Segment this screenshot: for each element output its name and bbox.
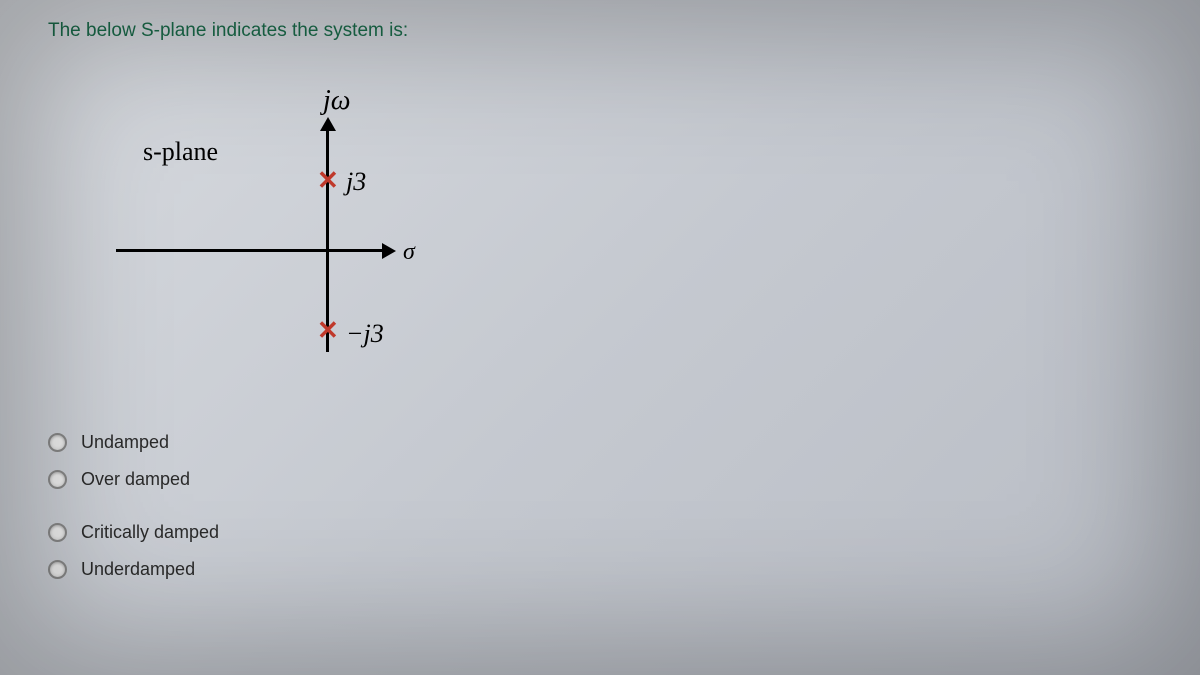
- question-text: The below S-plane indicates the system i…: [48, 20, 648, 42]
- horizontal-axis: [116, 249, 388, 252]
- options-list: Undamped Over damped Critically damped U…: [48, 432, 648, 580]
- s-plane-diagram: jω s-plane σ ✕ j3 ✕ −j3: [68, 67, 448, 367]
- question-block: The below S-plane indicates the system i…: [48, 20, 648, 596]
- imaginary-axis-label: jω: [323, 85, 351, 117]
- pole-label-lower: −j3: [346, 319, 384, 349]
- option-critically-damped[interactable]: Critically damped: [48, 522, 648, 543]
- option-label: Undamped: [81, 432, 169, 453]
- pole-label-upper: j3: [346, 167, 366, 197]
- pole-marker-lower: ✕: [317, 315, 339, 346]
- real-axis-label: σ: [403, 239, 415, 266]
- radio-icon[interactable]: [48, 560, 67, 579]
- option-label: Critically damped: [81, 522, 219, 543]
- pole-marker-upper: ✕: [317, 165, 339, 196]
- option-label: Over damped: [81, 469, 190, 490]
- radio-icon[interactable]: [48, 433, 67, 452]
- option-underdamped[interactable]: Underdamped: [48, 559, 648, 580]
- radio-icon[interactable]: [48, 523, 67, 542]
- option-label: Underdamped: [81, 559, 195, 580]
- radio-icon[interactable]: [48, 470, 67, 489]
- arrow-right-icon: [382, 243, 396, 259]
- plane-label: s-plane: [143, 137, 218, 167]
- option-over-damped[interactable]: Over damped: [48, 469, 648, 490]
- option-undamped[interactable]: Undamped: [48, 432, 648, 453]
